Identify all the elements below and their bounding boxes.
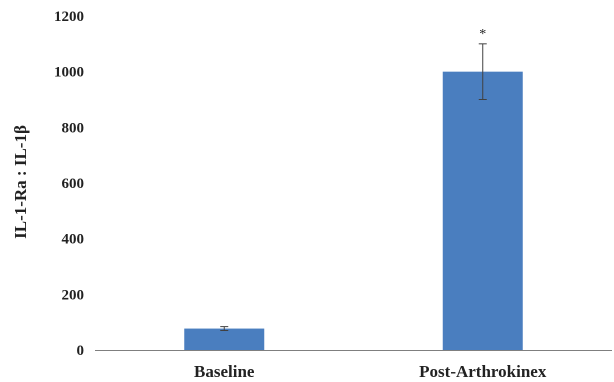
y-tick-label: 400 (62, 232, 85, 248)
category-labels: Baseline Post-Arthrokinex (194, 362, 547, 381)
bar (442, 71, 523, 351)
y-axis-title: IL-1-Ra : IL-1β (11, 125, 30, 239)
bar (184, 328, 265, 350)
y-tick-label: 1000 (54, 65, 84, 81)
bars-group (184, 71, 523, 351)
y-tick-label: 600 (62, 176, 85, 192)
error-bar (220, 326, 229, 332)
y-tick-label: 200 (62, 287, 85, 303)
y-axis-ticks: 0 200 400 600 800 1000 1200 (54, 9, 84, 359)
error-bars-group (220, 43, 487, 332)
significance-mark: * (479, 27, 486, 42)
error-bar (478, 43, 487, 100)
y-tick-label: 800 (62, 120, 85, 136)
y-tick-label: 0 (77, 343, 85, 359)
significance-marks-group: * (479, 27, 486, 42)
category-label: Post-Arthrokinex (419, 362, 547, 381)
y-tick-label: 1200 (54, 9, 84, 25)
category-label: Baseline (194, 362, 255, 381)
